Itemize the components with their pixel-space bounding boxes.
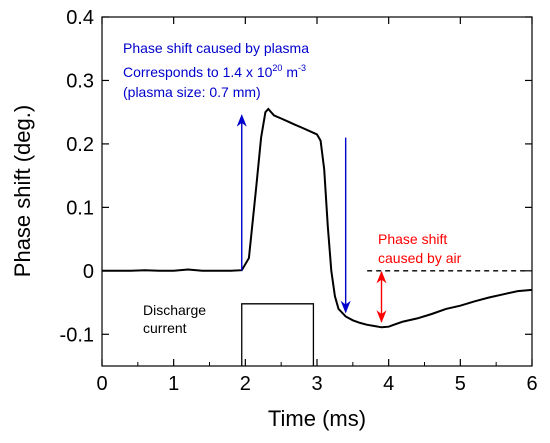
- x-tick-label: 6: [526, 373, 537, 395]
- y-tick-label: 0.4: [66, 7, 94, 29]
- plasma-annotation-line1: Phase shift caused by plasma: [123, 40, 309, 56]
- x-tick-label: 2: [240, 373, 251, 395]
- x-axis-label: Time (ms): [268, 406, 366, 431]
- x-tick-label: 4: [383, 373, 394, 395]
- y-ticks: 0.4 0.3 0.2 0.1 0 -0.1: [60, 7, 532, 346]
- plasma-density-exponent: 20: [272, 63, 282, 73]
- y-tick-label: 0.3: [66, 70, 94, 92]
- x-tick-label: 1: [168, 373, 179, 395]
- y-axis-label: Phase shift (deg.): [10, 105, 35, 277]
- y-tick-label: 0.2: [66, 134, 94, 156]
- plasma-annotation-line2: Corresponds to 1.4 x 1020 m-3: [123, 63, 306, 80]
- x-tick-label: 3: [311, 373, 322, 395]
- discharge-annotation-line1: Discharge: [143, 302, 206, 318]
- phase-shift-series-line: [102, 107, 533, 329]
- y-tick-label: -0.1: [60, 324, 94, 346]
- plasma-density-unit-exponent: -3: [298, 63, 306, 73]
- air-annotation-line2: caused by air: [378, 250, 462, 266]
- x-tick-label: 0: [96, 373, 107, 395]
- x-ticks: 0 1 2 3 4 5 6: [96, 17, 538, 395]
- plasma-density-text: Corresponds to 1.4 x 10: [123, 64, 273, 80]
- x-tick-label: 5: [455, 373, 466, 395]
- y-tick-label: 0: [83, 261, 94, 283]
- y-tick-label: 0.1: [66, 197, 94, 219]
- plasma-density-unit: m: [282, 64, 298, 80]
- plasma-annotation-line3: (plasma size: 0.7 mm): [123, 84, 261, 100]
- discharge-current-pulse: [241, 303, 315, 366]
- discharge-annotation-line2: current: [143, 320, 187, 336]
- air-annotation-line1: Phase shift: [378, 231, 447, 247]
